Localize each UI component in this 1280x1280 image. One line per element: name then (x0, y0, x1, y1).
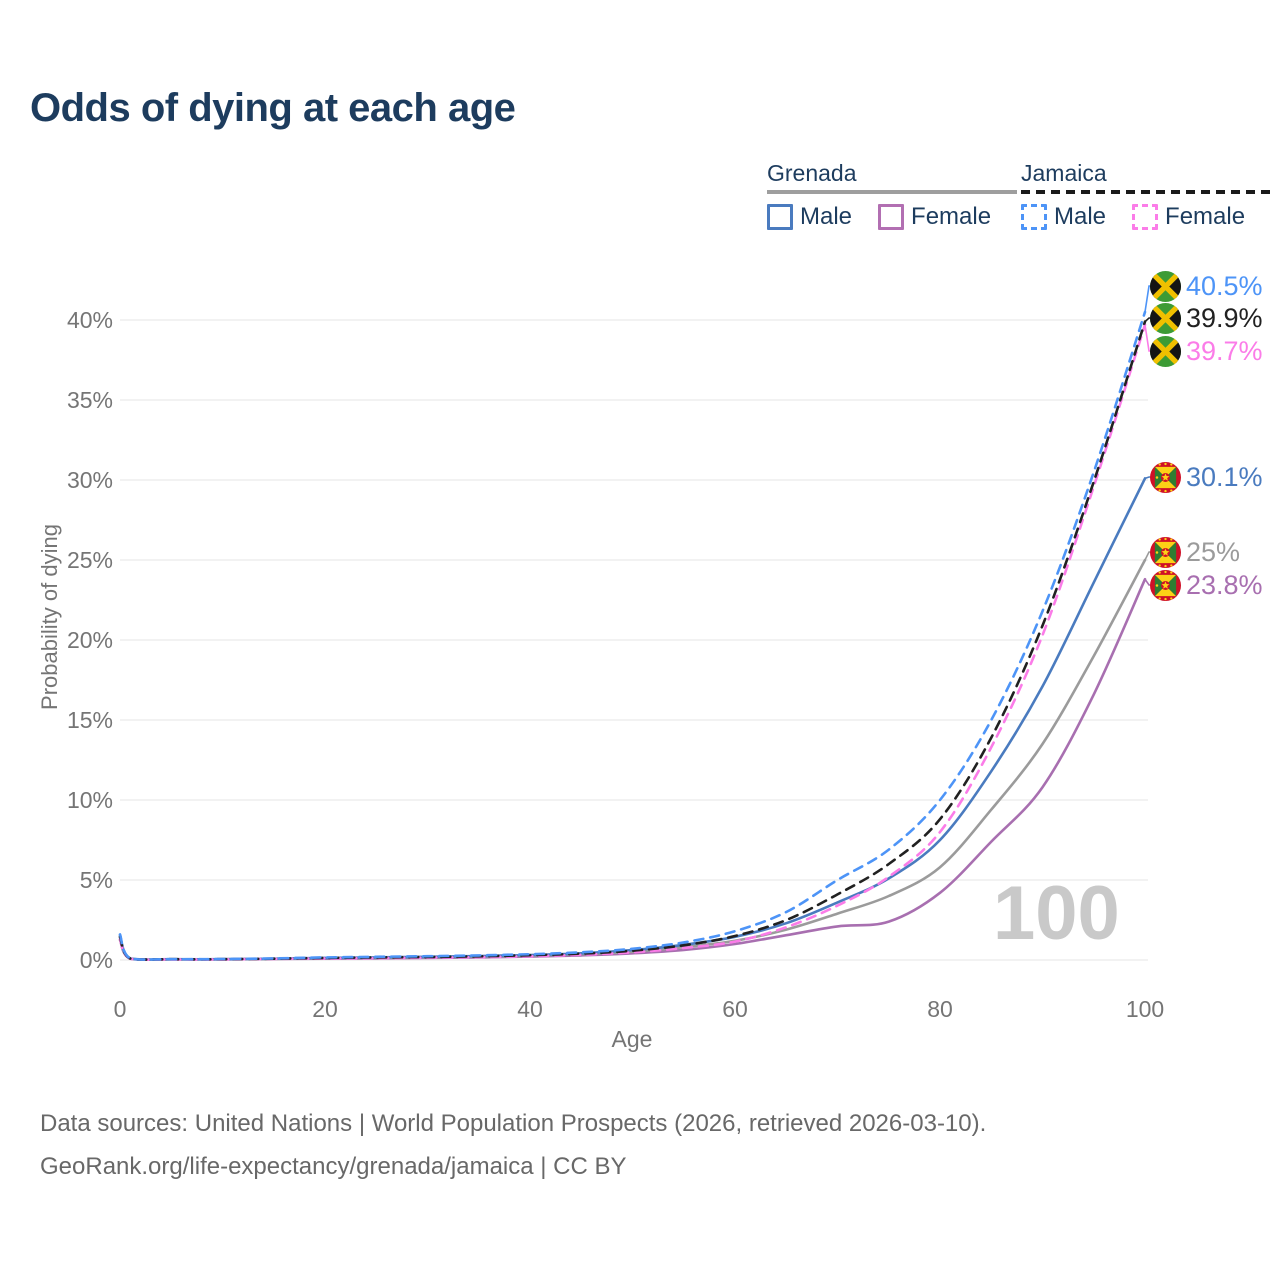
grenada-flag-icon (1150, 536, 1181, 568)
y-tick-label: 15% (66, 707, 113, 733)
watermark-age-100: 100 (993, 871, 1120, 956)
end-label-value: 30.1% (1186, 461, 1263, 492)
y-tick-label: 35% (66, 387, 113, 413)
end-label-grenada-male: 30.1% (1150, 461, 1263, 493)
swatch-jamaica-female (1132, 204, 1159, 230)
end-label-value: 25% (1186, 536, 1241, 567)
legend-group-jamaica: Jamaica Male Female (1021, 160, 1272, 231)
legend-item-jamaica-male[interactable]: Male (1021, 203, 1106, 231)
end-label-value: 39.9% (1186, 302, 1263, 333)
series-line-jamaica-male[interactable] (118, 310, 1147, 961)
jamaica-flag-icon (1150, 270, 1181, 302)
legend-item-jamaica-female[interactable]: Female (1132, 203, 1245, 231)
end-label-value: 40.5% (1186, 270, 1263, 301)
y-tick-label: 0% (79, 947, 113, 973)
series-line-grenada-combined[interactable] (118, 558, 1147, 961)
legend-header-grenada[interactable]: Grenada (767, 160, 857, 186)
end-label-jamaica-female: 39.7% (1150, 335, 1263, 367)
legend-header-jamaica[interactable]: Jamaica (1021, 160, 1107, 186)
legend-label: Female (911, 203, 992, 230)
grenada-flag-icon (1150, 461, 1181, 493)
jamaica-flag-icon (1150, 335, 1181, 367)
legend-linestyle-dashed (1021, 190, 1272, 194)
y-tick-label: 30% (66, 467, 113, 493)
x-tick-label: 40 (517, 996, 543, 1022)
legend-label: Female (1165, 203, 1246, 230)
footer-link[interactable]: GeoRank.org/life-expectancy/grenada/jama… (40, 1153, 627, 1180)
x-tick-label: 20 (312, 996, 338, 1022)
page-title: Odds of dying at each age (30, 86, 516, 130)
legend-item-grenada-female[interactable]: Female (878, 203, 991, 231)
end-label-grenada-combined: 25% (1150, 536, 1240, 568)
footer-sources: Data sources: United Nations | World Pop… (40, 1110, 987, 1137)
x-tick-label: 100 (1125, 996, 1165, 1022)
swatch-grenada-male (767, 204, 793, 230)
y-tick-label: 20% (66, 627, 113, 653)
legend-label: Male (800, 203, 853, 230)
end-label-jamaica-male: 40.5% (1150, 270, 1263, 302)
x-tick-label: 80 (927, 996, 953, 1022)
end-label-grenada-female: 23.8% (1150, 569, 1263, 601)
legend-label: Male (1054, 203, 1107, 230)
swatch-grenada-female (878, 204, 905, 230)
x-tick-label: 0 (113, 996, 127, 1022)
y-tick-label: 25% (66, 547, 113, 573)
grenada-flag-icon (1150, 569, 1181, 601)
y-tick-label: 10% (66, 787, 113, 813)
y-tick-label: 40% (66, 307, 113, 333)
legend-linestyle-solid (767, 190, 1018, 194)
legend-item-grenada-male[interactable]: Male (767, 203, 852, 231)
legend-group-grenada: Grenada Male Female (767, 160, 1018, 231)
y-tick-label: 5% (79, 867, 113, 893)
end-label-value: 23.8% (1186, 569, 1263, 600)
footer: Data sources: United Nations | World Pop… (40, 1102, 986, 1188)
end-label-value: 39.7% (1186, 335, 1263, 366)
series-line-jamaica-female[interactable] (118, 323, 1147, 961)
jamaica-flag-icon (1150, 302, 1181, 334)
swatch-jamaica-male (1021, 204, 1047, 230)
x-tick-label: 60 (722, 996, 748, 1022)
x-axis-title: Age (611, 1026, 653, 1052)
end-label-jamaica-combined: 39.9% (1150, 302, 1263, 334)
